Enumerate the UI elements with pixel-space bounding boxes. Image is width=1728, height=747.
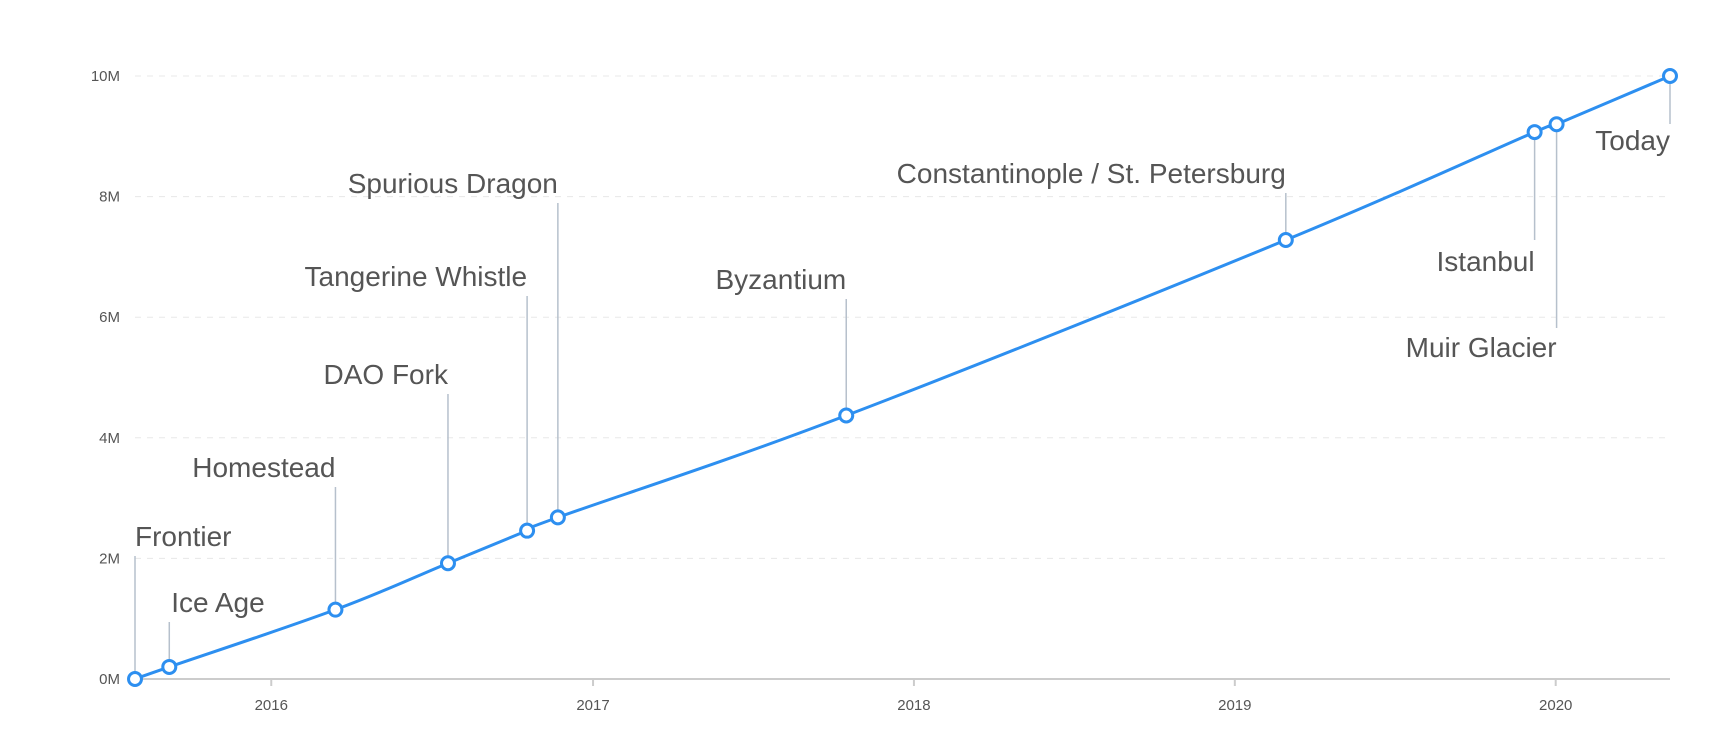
point-layer	[127, 68, 1678, 687]
y-tick-label: 0M	[99, 671, 120, 688]
y-tick-label: 6M	[99, 309, 120, 326]
data-point-dao-fork[interactable]	[439, 555, 456, 572]
x-tick-label: 2020	[1539, 697, 1572, 714]
y-tick-label: 10M	[91, 68, 120, 85]
annotation-constantinople-st-petersburg: Constantinople / St. Petersburg	[897, 158, 1286, 189]
y-tick-label: 4M	[99, 430, 120, 447]
annotation-tangerine-whistle: Tangerine Whistle	[305, 261, 528, 292]
annotation-muir-glacier: Muir Glacier	[1406, 332, 1557, 363]
data-point-frontier[interactable]	[127, 671, 143, 687]
annotation-homestead: Homestead	[192, 452, 335, 483]
leader-layer	[134, 83, 1671, 672]
data-point-istanbul[interactable]	[1526, 124, 1543, 141]
annotation-istanbul: Istanbul	[1437, 246, 1535, 277]
grid-layer	[135, 75, 1670, 559]
data-point-spurious-dragon[interactable]	[549, 509, 566, 526]
annotation-spurious-dragon: Spurious Dragon	[348, 168, 558, 199]
y-tick-label: 2M	[99, 550, 120, 567]
y-tick-label: 8M	[99, 189, 120, 206]
data-point-byzantium[interactable]	[838, 407, 855, 424]
label-layer: Frontier Ice Age Homestead DAO Fork Tangerin…	[135, 125, 1670, 618]
data-point-tangerine-whistle[interactable]	[519, 522, 536, 539]
x-tick-label: 2018	[897, 697, 930, 714]
axis-layer: 0M 2M 4M 6M 8M 10M 2016 2017 2018 2019 2020	[91, 68, 1670, 714]
x-tick-label: 2019	[1218, 697, 1251, 714]
data-point-today[interactable]	[1662, 68, 1678, 84]
annotation-today: Today	[1595, 125, 1670, 156]
data-point-ice-age[interactable]	[161, 658, 178, 675]
x-tick-label: 2017	[576, 697, 609, 714]
annotation-frontier: Frontier	[135, 521, 231, 552]
annotation-ice-age: Ice Age	[171, 587, 264, 618]
x-tick-label: 2016	[255, 697, 288, 714]
annotation-dao-fork: DAO Fork	[324, 359, 449, 390]
annotation-byzantium: Byzantium	[716, 264, 847, 295]
data-point-constantinople-st-petersburg[interactable]	[1277, 232, 1294, 249]
data-point-muir-glacier[interactable]	[1548, 116, 1565, 133]
data-point-homestead[interactable]	[327, 601, 344, 618]
